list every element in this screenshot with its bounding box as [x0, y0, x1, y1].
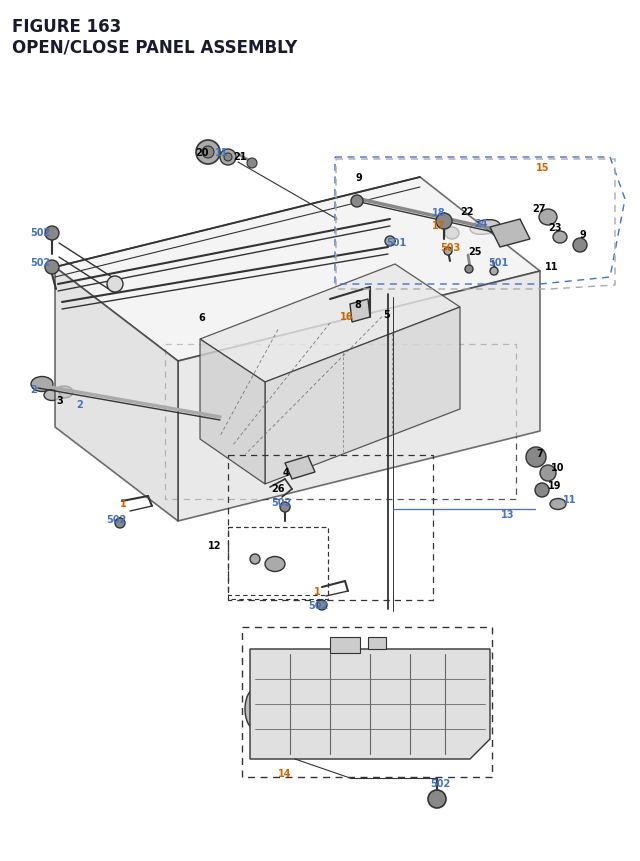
Text: 11: 11	[545, 262, 559, 272]
Text: 15: 15	[536, 163, 550, 173]
Circle shape	[280, 503, 290, 512]
Circle shape	[115, 518, 125, 529]
Ellipse shape	[55, 387, 73, 399]
Text: 7: 7	[536, 449, 543, 458]
Text: 12: 12	[208, 541, 221, 550]
Circle shape	[107, 276, 123, 293]
Polygon shape	[55, 177, 540, 362]
Ellipse shape	[527, 450, 545, 464]
Text: 25: 25	[468, 247, 481, 257]
Text: 26: 26	[271, 483, 285, 493]
Circle shape	[196, 141, 220, 164]
Circle shape	[444, 248, 452, 256]
Text: 9: 9	[580, 230, 587, 239]
Circle shape	[428, 790, 446, 808]
Text: 2: 2	[76, 400, 83, 410]
Text: 19: 19	[548, 480, 561, 491]
Text: 4: 4	[283, 468, 290, 478]
Text: 502: 502	[106, 514, 126, 524]
Bar	[228, 455, 433, 600]
Text: 6: 6	[198, 313, 205, 323]
Text: 9: 9	[355, 173, 362, 183]
Ellipse shape	[44, 390, 60, 401]
Polygon shape	[265, 307, 460, 485]
Text: 1: 1	[120, 499, 127, 508]
Bar	[242, 628, 492, 777]
Text: 11: 11	[215, 148, 228, 158]
Circle shape	[220, 150, 236, 166]
Text: 1: 1	[314, 586, 321, 597]
Circle shape	[385, 237, 395, 247]
Ellipse shape	[553, 232, 567, 244]
Circle shape	[317, 600, 327, 610]
Text: 501: 501	[488, 257, 508, 268]
Circle shape	[490, 268, 498, 276]
Text: 2: 2	[30, 385, 36, 394]
Polygon shape	[55, 268, 178, 522]
Circle shape	[573, 238, 587, 253]
Circle shape	[224, 154, 232, 162]
Text: 8: 8	[354, 300, 361, 310]
Ellipse shape	[265, 557, 285, 572]
Text: OPEN/CLOSE PANEL ASSEMBLY: OPEN/CLOSE PANEL ASSEMBLY	[12, 38, 297, 56]
Text: 22: 22	[460, 207, 474, 217]
Polygon shape	[250, 649, 490, 759]
Text: FIGURE 163: FIGURE 163	[12, 18, 121, 36]
Circle shape	[250, 554, 260, 564]
Circle shape	[202, 147, 214, 158]
Circle shape	[45, 226, 59, 241]
Text: 13: 13	[501, 510, 515, 519]
Text: 501: 501	[386, 238, 406, 248]
Text: 27: 27	[532, 204, 545, 214]
Circle shape	[535, 483, 549, 498]
Ellipse shape	[539, 210, 557, 226]
Text: 16: 16	[340, 312, 353, 322]
Circle shape	[351, 195, 363, 208]
Bar	[330, 637, 360, 653]
Text: 23: 23	[548, 223, 561, 232]
Text: 21: 21	[233, 152, 246, 162]
Circle shape	[465, 266, 473, 274]
Text: 502: 502	[30, 228, 51, 238]
Text: 17: 17	[432, 220, 445, 231]
Text: 10: 10	[551, 462, 564, 473]
Text: 18: 18	[432, 208, 445, 218]
Circle shape	[526, 448, 546, 468]
Bar	[228, 528, 328, 595]
Ellipse shape	[550, 499, 566, 510]
Polygon shape	[178, 272, 540, 522]
Text: 5: 5	[383, 310, 390, 319]
Polygon shape	[490, 220, 530, 248]
Circle shape	[45, 261, 59, 275]
Circle shape	[436, 214, 452, 230]
Polygon shape	[350, 300, 370, 323]
Text: 502: 502	[271, 498, 291, 507]
Ellipse shape	[445, 228, 459, 239]
Bar	[228, 528, 328, 599]
Ellipse shape	[470, 220, 500, 235]
Text: 3: 3	[56, 395, 63, 406]
Polygon shape	[285, 456, 315, 480]
Text: 14: 14	[278, 768, 291, 778]
Bar	[368, 637, 386, 649]
Circle shape	[540, 466, 556, 481]
Ellipse shape	[31, 377, 53, 392]
Text: 11: 11	[563, 494, 577, 505]
Polygon shape	[200, 264, 460, 382]
Text: 502: 502	[308, 600, 328, 610]
Polygon shape	[200, 339, 265, 485]
Text: 20: 20	[195, 148, 209, 158]
Text: 503: 503	[440, 243, 460, 253]
Ellipse shape	[245, 689, 265, 729]
Text: 502: 502	[30, 257, 51, 268]
Circle shape	[247, 158, 257, 169]
Text: 24: 24	[474, 219, 488, 229]
Text: 502: 502	[430, 778, 451, 788]
